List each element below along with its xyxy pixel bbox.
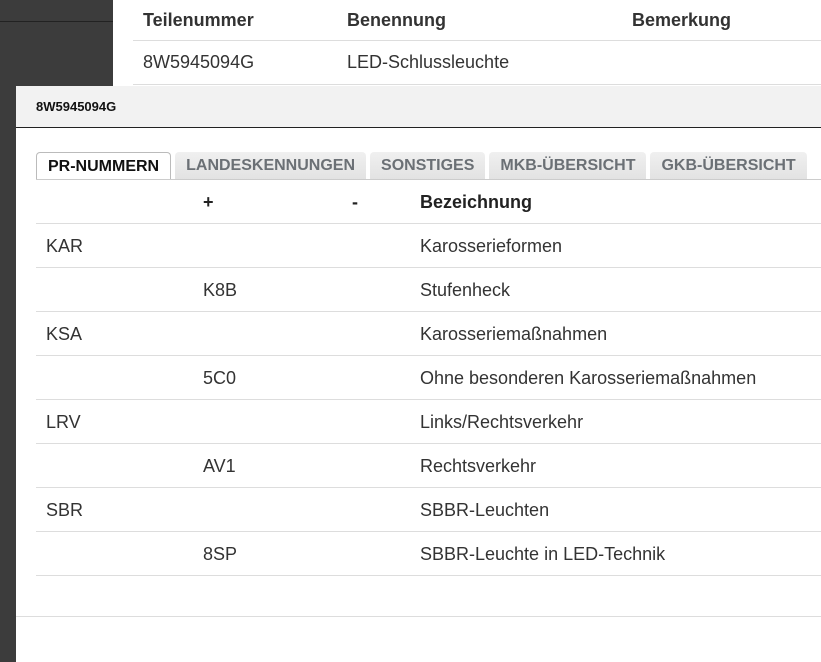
table-row[interactable]: 5C0 Ohne besonderen Karosseriemaßnahmen xyxy=(36,356,821,400)
cell-teilenummer: 8W5945094G xyxy=(143,52,255,72)
parts-table-header: Teilenummer Benennung Bemerkung xyxy=(133,0,821,41)
tab-gkb-übersicht[interactable]: GKB-ÜBERSICHT xyxy=(650,152,807,179)
table-cell: SBBR-Leuchten xyxy=(420,500,550,520)
column-header: + xyxy=(203,192,214,212)
table-row[interactable]: 8W5945094G LED-Schlussleuchte xyxy=(133,41,821,85)
table-cell: Karosseriemaßnahmen xyxy=(420,324,608,344)
table-cell: Rechtsverkehr xyxy=(420,456,537,476)
table-row[interactable]: KSA Karosseriemaßnahmen xyxy=(36,312,821,356)
column-header: - xyxy=(352,192,358,212)
pr-table: + - Bezeichnung KAR Karosserieformen K8B Stufe… xyxy=(36,180,821,576)
tab-landeskennungen[interactable]: LANDESKENNUNGEN xyxy=(175,152,367,179)
table-row[interactable]: K8B Stufenheck xyxy=(36,268,821,312)
header-bemerkung: Bemerkung xyxy=(632,9,732,30)
table-cell: AV1 xyxy=(203,456,236,476)
table-cell: SBBR-Leuchte in LED-Technik xyxy=(420,544,666,564)
table-cell: 8SP xyxy=(203,544,238,564)
table-row[interactable]: 8SP SBBR-Leuchte in LED-Technik xyxy=(36,532,821,576)
tab-mkb-übersicht[interactable]: MKB-ÜBERSICHT xyxy=(489,152,647,179)
header-teilenummer: Teilenummer xyxy=(143,9,254,30)
table-header: + - Bezeichnung xyxy=(36,180,821,224)
table-row[interactable]: AV1 Rechtsverkehr xyxy=(36,444,821,488)
table-row[interactable]: LRV Links/Rechtsverkehr xyxy=(36,400,821,444)
header-benennung: Benennung xyxy=(347,9,446,30)
cell-benennung: LED-Schlussleuchte xyxy=(347,52,510,72)
table-cell: SBR xyxy=(46,500,84,520)
table-cell: Karosserieformen xyxy=(420,236,563,256)
parts-table: Teilenummer Benennung Bemerkung 8W594509… xyxy=(113,0,821,86)
table-cell: KSA xyxy=(46,324,83,344)
pr-dialog: 8W5945094G PR-NUMMERN LANDESKENNUNGEN SONS… xyxy=(16,86,821,662)
table-cell: Ohne besonderen Karosseriemaßnahmen xyxy=(420,368,757,388)
table-row[interactable]: SBR SBBR-Leuchten xyxy=(36,488,821,532)
table-cell: K8B xyxy=(203,280,238,300)
tab-bar: PR-NUMMERN LANDESKENNUNGEN SONSTIGES MKB-ÜB… xyxy=(36,152,821,180)
divider xyxy=(16,616,821,617)
table-cell: KAR xyxy=(46,236,84,256)
tab-sonstiges[interactable]: SONSTIGES xyxy=(370,152,486,179)
table-cell: Links/Rechtsverkehr xyxy=(420,412,584,432)
column-header: Bezeichnung xyxy=(420,192,533,212)
table-cell: Stufenheck xyxy=(420,280,511,300)
divider xyxy=(0,21,113,22)
table-cell: LRV xyxy=(46,412,81,432)
table-cell: 5C0 xyxy=(203,368,237,388)
dialog-title: 8W5945094G xyxy=(16,86,821,128)
tab-pr-nummern[interactable]: PR-NUMMERN xyxy=(36,152,172,179)
table-row[interactable]: KAR Karosserieformen xyxy=(36,224,821,268)
